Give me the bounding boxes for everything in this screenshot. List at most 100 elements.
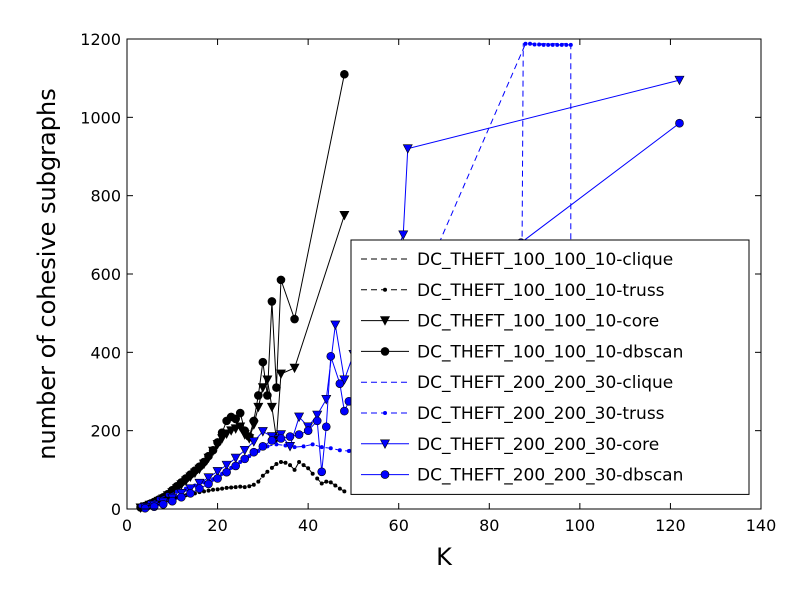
data-point	[256, 479, 261, 484]
data-point	[215, 487, 220, 492]
data-point	[546, 42, 551, 47]
legend-marker	[380, 470, 390, 479]
legend-marker	[380, 347, 390, 356]
data-point	[276, 434, 286, 443]
data-point	[285, 432, 295, 441]
data-point	[310, 471, 315, 476]
data-point	[211, 487, 216, 492]
y-tick-label: 1200	[80, 30, 121, 49]
data-point	[204, 479, 213, 489]
data-point	[272, 383, 281, 392]
data-point	[257, 383, 268, 393]
data-point	[267, 436, 277, 445]
data-point	[257, 427, 268, 437]
data-point	[240, 454, 250, 464]
data-point	[258, 442, 268, 451]
data-point	[167, 496, 177, 506]
ticks-layer: 0 20 40 60 80 100 120 140 0 200 400 600 800 1000 1200	[80, 30, 776, 535]
data-point	[306, 466, 311, 471]
data-point	[199, 457, 209, 467]
data-point	[231, 461, 240, 471]
data-point	[258, 357, 268, 367]
data-point	[238, 484, 243, 489]
y-tick-label: 0	[111, 500, 121, 519]
data-point	[274, 461, 279, 466]
data-point	[342, 489, 347, 494]
y-tick-label: 400	[90, 343, 121, 362]
series-7	[140, 118, 684, 513]
data-point	[564, 42, 569, 47]
legend-entry: DC_THEFT_100_100_10-core	[417, 312, 659, 332]
data-point	[231, 414, 240, 424]
y-axis-label: number of cohesive subgraphs	[33, 88, 61, 459]
data-point	[235, 408, 245, 418]
data-point	[289, 363, 300, 374]
legend-marker	[380, 439, 390, 449]
data-point	[260, 473, 265, 478]
legend-entry: DC_THEFT_200_200_30-truss	[417, 404, 665, 424]
x-tick-label: 20	[207, 516, 227, 535]
data-point	[303, 426, 313, 435]
y-tick-label: 200	[90, 422, 121, 441]
data-point	[290, 314, 299, 324]
data-point	[294, 430, 304, 439]
legend-entry: DC_THEFT_200_200_30-dbscan	[417, 466, 683, 486]
legend-entry: DC_THEFT_200_200_30-clique	[417, 373, 673, 393]
data-point	[186, 489, 195, 498]
legend-box	[350, 239, 750, 495]
data-point	[203, 473, 214, 483]
data-point	[550, 42, 555, 47]
data-point	[297, 460, 302, 464]
data-point	[328, 446, 333, 451]
data-point	[195, 484, 204, 493]
data-point	[330, 320, 341, 331]
data-point	[140, 503, 150, 513]
data-point	[292, 445, 297, 450]
data-point	[333, 483, 338, 488]
data-point	[346, 449, 351, 454]
data-point	[194, 478, 205, 489]
data-point	[285, 442, 296, 452]
data-point	[301, 444, 306, 449]
data-point	[294, 412, 305, 423]
data-point	[288, 463, 293, 468]
data-point	[674, 75, 685, 86]
data-point	[204, 451, 213, 461]
data-point	[319, 481, 324, 486]
x-tick-label: 120	[655, 516, 686, 535]
data-point	[337, 486, 342, 491]
data-point	[326, 351, 336, 361]
data-point	[339, 375, 350, 385]
data-point	[222, 467, 231, 477]
data-point	[269, 465, 274, 470]
data-point	[248, 437, 259, 447]
data-point	[242, 485, 247, 490]
series-layer	[135, 41, 685, 513]
y-tick-label: 800	[90, 187, 121, 206]
data-point	[555, 42, 560, 47]
data-point	[335, 379, 345, 388]
data-point	[537, 42, 542, 47]
data-point	[224, 485, 229, 490]
data-point	[317, 467, 327, 477]
data-point	[229, 485, 234, 490]
data-point	[275, 369, 286, 380]
data-point	[568, 42, 573, 47]
x-tick-label: 0	[122, 516, 132, 535]
series-line	[145, 122, 680, 509]
data-point	[559, 42, 564, 47]
data-point	[319, 445, 324, 450]
data-point	[337, 448, 342, 453]
legend: DC_THEFT_100_100_10-clique DC_THEFT_100_1…	[350, 239, 750, 495]
data-point	[339, 210, 350, 221]
data-point	[230, 453, 241, 464]
data-point	[263, 391, 272, 400]
data-point	[276, 275, 286, 285]
data-point	[208, 445, 218, 455]
legend-entry: DC_THEFT_200_200_30-core	[417, 435, 659, 455]
data-point	[321, 422, 331, 432]
data-point	[213, 438, 222, 447]
y-tick-label: 600	[90, 265, 121, 284]
x-axis-label: K	[436, 543, 453, 571]
data-point	[249, 416, 259, 426]
